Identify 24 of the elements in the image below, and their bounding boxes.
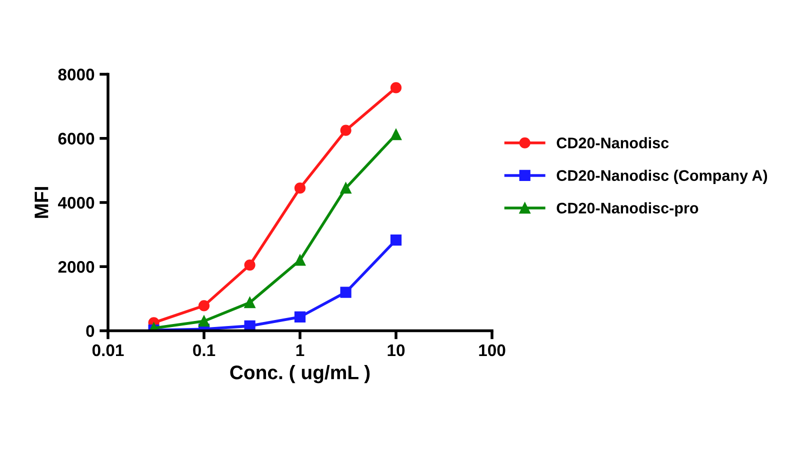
point: [244, 320, 256, 331]
y-tick-label: 6000: [58, 132, 94, 145]
x-tick-label: 1: [296, 344, 304, 356]
x-tick-label: 0.1: [193, 344, 216, 356]
y-axis-title: MFI: [34, 187, 48, 218]
point: [390, 234, 402, 246]
x-axis-title: Conc. ( ug/mL ): [230, 365, 370, 384]
point: [244, 296, 256, 308]
point: [390, 128, 402, 140]
x-tick-label: 0.01: [92, 344, 124, 356]
x-tick-label: 100: [479, 344, 506, 356]
legend-label: CD20-Nanodisc (Company A): [556, 170, 768, 184]
point: [294, 182, 306, 194]
legend-label: CD20-Nanodisc-pro: [556, 202, 698, 217]
point: [294, 254, 306, 266]
y-tick-label: 4000: [58, 196, 94, 209]
point: [294, 311, 306, 323]
y-tick-label: 2000: [58, 261, 94, 273]
y-tick-label: 0: [86, 325, 94, 337]
legend-label: CD20-Nanodisc: [556, 137, 669, 148]
x-tick-label: 10: [388, 344, 405, 356]
point: [244, 259, 256, 271]
y-tick-label: 8000: [58, 68, 94, 80]
point: [390, 82, 402, 94]
